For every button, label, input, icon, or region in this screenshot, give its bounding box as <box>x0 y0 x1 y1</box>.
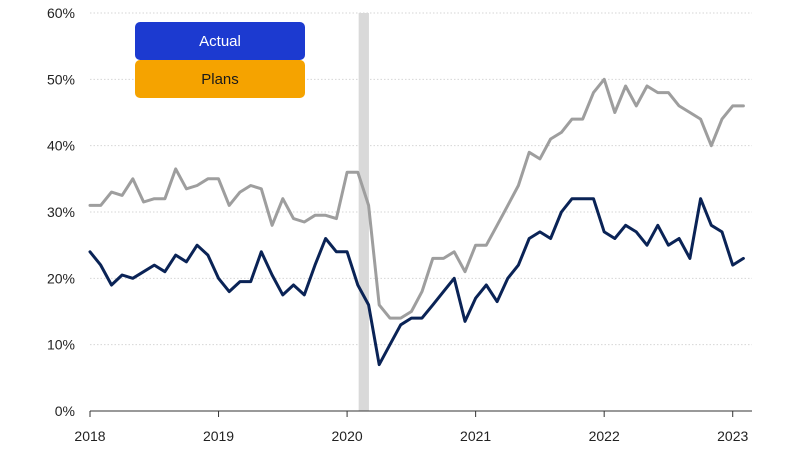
x-axis <box>89 410 752 417</box>
y-tick-label: 50% <box>47 71 75 87</box>
shaded-period-layer <box>358 13 369 411</box>
legend-label: Actual <box>199 33 241 50</box>
x-tick-label: 2023 <box>717 428 748 444</box>
y-tick-label: 10% <box>47 337 75 353</box>
x-tick-label: 2019 <box>203 428 234 444</box>
y-axis-tick-labels: 0% 10% 20% 30% 40% 50% 60% <box>47 5 75 419</box>
legend-item-plans: Plans <box>135 60 305 98</box>
y-tick-label: 20% <box>47 270 75 286</box>
plans-series-line <box>88 77 745 320</box>
legend: Actual Plans <box>135 22 305 98</box>
x-tick-label: 2021 <box>460 428 491 444</box>
legend-swatch <box>135 22 305 60</box>
y-tick-label: 30% <box>47 204 75 220</box>
x-tick-label: 2020 <box>332 428 363 444</box>
legend-label: Plans <box>201 71 239 88</box>
legend-item-actual: Actual <box>135 22 305 60</box>
y-tick-label: 60% <box>47 5 75 21</box>
x-tick-label: 2022 <box>589 428 620 444</box>
legend-swatch <box>135 60 305 98</box>
y-tick-label: 0% <box>55 403 75 419</box>
x-axis-tick-labels: 2018 2019 2020 2021 2022 2023 <box>74 428 748 444</box>
x-tick-label: 2018 <box>74 428 105 444</box>
shaded-period-band <box>358 13 369 411</box>
actual-series-line <box>88 197 745 367</box>
series-lines <box>88 77 745 367</box>
y-tick-label: 40% <box>47 138 75 154</box>
